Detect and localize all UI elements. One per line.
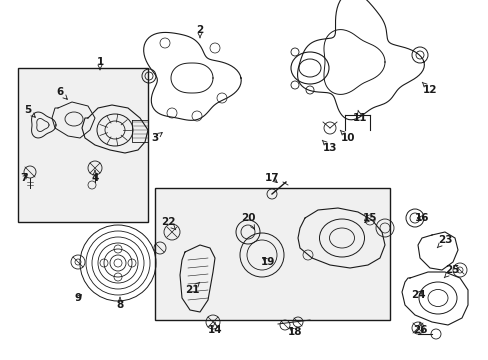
Text: 2: 2: [196, 25, 203, 38]
Text: 12: 12: [421, 82, 436, 95]
Text: 26: 26: [412, 322, 427, 335]
Text: 7: 7: [20, 173, 28, 183]
Text: 1: 1: [96, 57, 103, 70]
Text: 8: 8: [116, 297, 123, 310]
Text: 13: 13: [322, 140, 337, 153]
Text: 11: 11: [352, 110, 366, 123]
Text: 17: 17: [264, 173, 279, 183]
Bar: [18, 68, 148, 222]
Text: 24: 24: [410, 290, 425, 300]
Text: 25: 25: [443, 265, 458, 278]
Text: 9: 9: [74, 293, 81, 303]
Text: 4: 4: [91, 170, 99, 183]
Text: 19: 19: [260, 257, 275, 267]
Text: 23: 23: [436, 235, 451, 248]
Text: 22: 22: [161, 217, 176, 230]
Text: 18: 18: [287, 327, 302, 337]
Text: 5: 5: [24, 105, 35, 117]
Text: 15: 15: [362, 213, 376, 223]
Text: 16: 16: [414, 213, 428, 223]
Text: 10: 10: [340, 130, 354, 143]
Bar: [155, 188, 389, 320]
Text: 21: 21: [184, 282, 200, 295]
Text: 14: 14: [207, 322, 222, 335]
Text: 20: 20: [240, 213, 255, 229]
Text: 6: 6: [56, 87, 67, 99]
Text: 3: 3: [151, 132, 162, 143]
